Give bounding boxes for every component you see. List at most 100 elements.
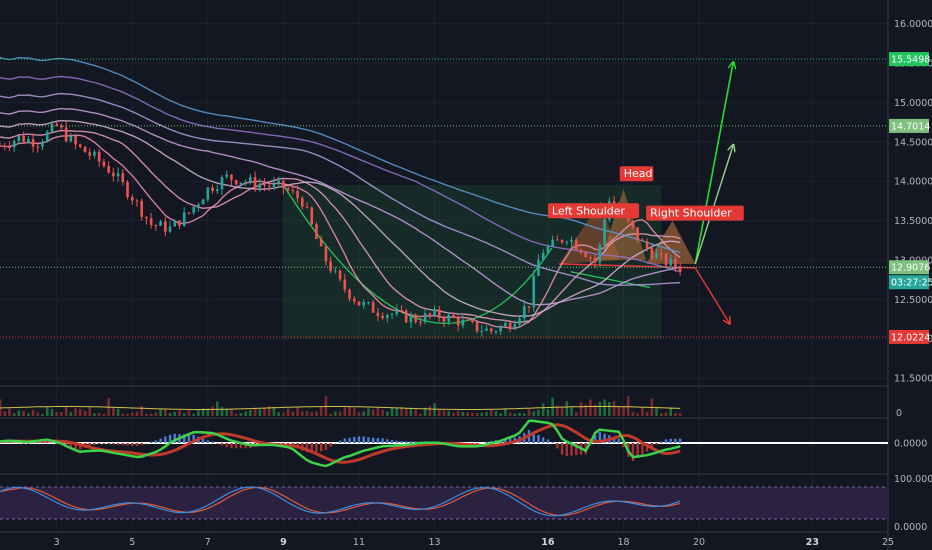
candle-body	[315, 224, 318, 239]
candle-body	[88, 152, 92, 156]
candle-body	[400, 310, 403, 312]
price-tick-label: 14.5000	[894, 137, 932, 148]
price-tick-label: 13.5000	[894, 216, 932, 227]
macd-histogram-bar	[541, 437, 545, 443]
candle-body	[664, 254, 668, 266]
candle-body	[27, 139, 30, 143]
volume-bar	[485, 411, 488, 416]
price-tick-label: 14.0000	[894, 177, 932, 188]
volume-bar	[126, 413, 129, 416]
volume-bar	[88, 407, 92, 416]
candle-body	[452, 314, 455, 318]
candle-body	[674, 258, 677, 267]
time-tick-label: 16	[541, 537, 555, 548]
candle-body	[178, 220, 181, 226]
volume-bar	[220, 406, 224, 416]
macd-histogram-bar	[201, 438, 205, 443]
price-level-tag-text: 12.0224	[891, 332, 930, 343]
candle-body	[532, 275, 536, 308]
candle-body	[428, 313, 432, 316]
candle-body	[234, 180, 238, 185]
volume-bar	[419, 413, 422, 416]
volume-bar	[471, 412, 474, 416]
macd-histogram-bar	[508, 437, 512, 443]
macd-histogram-bar	[381, 438, 384, 443]
volume-bar	[641, 407, 644, 416]
macd-histogram-bar	[669, 438, 672, 443]
candle-body	[447, 314, 451, 322]
volume-bar	[442, 410, 446, 416]
macd-histogram-bar	[187, 434, 191, 443]
volume-bar	[168, 413, 172, 416]
volume-bar	[636, 413, 639, 416]
candle-body	[182, 212, 186, 226]
macd-histogram-bar	[192, 434, 195, 443]
candle-body	[64, 127, 68, 142]
macd-histogram-bar	[650, 443, 654, 449]
candle-body	[300, 198, 304, 207]
volume-bar	[362, 411, 366, 416]
candle-body	[386, 315, 389, 319]
left-shoulder-label: Left Shoulder	[547, 203, 640, 219]
volume-bar	[315, 411, 318, 416]
volume-bar	[145, 413, 148, 416]
volume-bar	[17, 410, 21, 416]
volume-bar	[45, 406, 49, 416]
candle-body	[636, 227, 639, 241]
horizontal-levels[interactable]	[0, 58, 888, 338]
horizontal-grid	[0, 23, 888, 379]
macd-histogram-bar	[565, 443, 569, 457]
macd-histogram-bar	[678, 438, 682, 443]
macd-histogram-bar	[395, 440, 398, 443]
time-axis[interactable]: 3 5 7 9 11 13 16 18 20 23 25	[54, 537, 894, 548]
volume-bar	[612, 401, 616, 416]
candle-body	[404, 310, 408, 323]
volume-bar	[253, 407, 257, 416]
candle-body	[211, 187, 214, 192]
candle-body	[603, 219, 606, 245]
volume-bar	[50, 409, 54, 416]
candle-body	[556, 239, 559, 241]
moving-average-line	[0, 92, 681, 286]
macd-histogram-bar	[357, 436, 361, 443]
candle-body	[499, 326, 502, 332]
moving-average-line	[0, 134, 681, 330]
candle-body	[593, 258, 597, 263]
volume-bar	[12, 413, 16, 416]
price-tick-label: 16.0000	[894, 19, 932, 30]
volume-bar	[41, 413, 44, 416]
candle-body	[41, 141, 44, 147]
macd-histogram-bar	[560, 443, 564, 455]
macd-histogram-bar	[116, 443, 120, 445]
volume-bar	[395, 407, 399, 416]
volume-bar	[678, 413, 682, 416]
moving-average-line	[0, 75, 681, 273]
candle-body	[187, 212, 191, 214]
macd-histogram-bar	[121, 443, 125, 446]
volume-bar	[112, 407, 115, 416]
volume-bar	[338, 411, 342, 416]
volume-bar	[74, 408, 77, 416]
volume-bar	[187, 410, 191, 416]
right-shoulder-label-bg	[646, 205, 744, 221]
macd-histogram-bar	[386, 439, 389, 443]
macd-histogram-bar	[338, 440, 342, 443]
macd-histogram-bar	[27, 443, 30, 444]
head-label: Head	[619, 166, 654, 182]
price-axis[interactable]: 16.000015.500015.000014.500014.000013.50…	[889, 19, 932, 533]
candle-body	[249, 177, 252, 182]
candle-body	[192, 206, 195, 213]
macd-histogram-bar	[674, 438, 677, 443]
candle-body	[267, 185, 271, 187]
time-tick-label: 23	[806, 537, 819, 548]
volume-bar	[343, 407, 347, 416]
macd-histogram-bar	[348, 437, 351, 443]
candle-body	[579, 249, 583, 253]
candle-body	[461, 319, 465, 326]
trend-arrows[interactable]: Head Left Shoulder Right Shoulder	[547, 63, 744, 323]
volume-bar	[428, 406, 432, 416]
price-tick-label: 11.5000	[894, 374, 932, 385]
macd-histogram-bar	[93, 443, 96, 446]
candle-body	[475, 322, 479, 332]
